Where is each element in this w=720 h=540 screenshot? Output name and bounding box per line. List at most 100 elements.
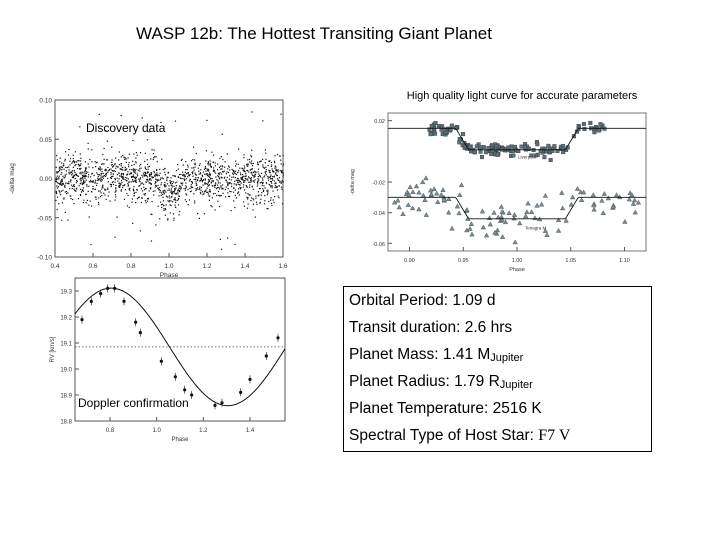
data-point [252, 162, 255, 165]
data-point [169, 189, 171, 191]
liverpool-point [546, 143, 551, 148]
y-tick-label: 19.0 [60, 368, 72, 374]
data-point [179, 185, 181, 187]
tenagra-point [581, 189, 587, 195]
data-point [77, 198, 80, 200]
data-point [183, 188, 185, 190]
data-point [203, 168, 206, 170]
rv-point [122, 299, 126, 303]
rv-point [99, 292, 103, 296]
data-point [141, 197, 143, 200]
data-point [103, 163, 105, 165]
rv-point [264, 354, 268, 358]
data-point [154, 190, 156, 192]
data-point [141, 182, 143, 184]
data-point [63, 198, 65, 200]
data-point [120, 176, 123, 178]
data-point [184, 178, 186, 181]
tenagra-point [446, 196, 452, 201]
data-point [124, 184, 126, 186]
data-point [148, 131, 150, 133]
data-point [280, 163, 282, 165]
data-point [255, 195, 257, 197]
data-point [162, 191, 164, 193]
tenagra-point [428, 187, 434, 193]
data-point [127, 157, 129, 159]
rv-axes: 0.8 1.0 1.2 1.419.319.219.119.018.918.8Phas… [50, 290, 255, 444]
data-point [219, 205, 221, 208]
data-point [176, 181, 178, 183]
data-point [98, 168, 101, 170]
data-point [181, 184, 183, 186]
data-point [268, 171, 270, 173]
data-point [275, 170, 278, 172]
data-point [269, 172, 271, 174]
data-point [162, 178, 164, 180]
data-point [260, 181, 263, 183]
data-point [234, 176, 236, 179]
data-point [120, 175, 122, 178]
data-point [141, 196, 143, 199]
data-point [90, 244, 92, 246]
x-tick-label: 1.0 [164, 263, 173, 270]
data-point [164, 190, 166, 192]
data-point [169, 200, 171, 202]
data-point [160, 204, 163, 206]
data-point [103, 192, 105, 194]
data-point [253, 199, 255, 201]
data-point [71, 187, 73, 190]
data-point [214, 209, 216, 211]
data-point [226, 181, 228, 183]
x-tick-label: 1.4 [240, 263, 249, 270]
data-point [134, 177, 136, 179]
data-point [147, 171, 149, 173]
tenagra-point [542, 192, 549, 198]
data-point [78, 185, 80, 187]
data-point [143, 171, 145, 174]
data-point [209, 190, 211, 192]
data-point [136, 189, 138, 191]
data-point [248, 181, 250, 183]
data-point [218, 195, 221, 197]
data-point [278, 197, 280, 199]
data-point [160, 201, 162, 203]
data-point [88, 216, 90, 218]
data-point [79, 183, 81, 185]
data-point [61, 184, 63, 186]
tenagra-point [423, 175, 429, 181]
data-point [192, 146, 195, 148]
liverpool-point [489, 151, 494, 156]
data-point [118, 159, 120, 161]
lightcurve-axes: 0.90 0.95 1.00 1.05 1.100.02-0.02-0.04-0.06P… [350, 119, 630, 273]
data-point [114, 181, 116, 183]
planet-mass: Planet Mass: 1.41 MJupiter [349, 341, 651, 368]
data-point [139, 178, 141, 180]
data-point [151, 149, 153, 151]
data-point [86, 185, 88, 187]
data-point [130, 176, 133, 179]
data-point [102, 187, 104, 189]
data-point [89, 179, 92, 181]
data-point [221, 188, 223, 190]
data-point [219, 238, 221, 241]
tenagra-point [525, 200, 531, 206]
data-point [240, 178, 242, 180]
data-point [164, 167, 166, 170]
data-point [104, 189, 106, 191]
data-point [111, 159, 113, 161]
data-point [199, 172, 201, 174]
data-point [272, 179, 274, 181]
data-point [272, 190, 274, 192]
tenagra-point [635, 199, 642, 205]
data-point [251, 185, 253, 187]
data-point [250, 168, 252, 171]
tenagra-point [396, 204, 402, 210]
data-point [85, 171, 87, 173]
data-point [270, 174, 272, 176]
data-point [100, 175, 102, 177]
data-point [85, 175, 87, 177]
data-point [259, 187, 261, 190]
data-point [202, 179, 204, 182]
data-point [206, 168, 208, 170]
data-point [78, 165, 80, 167]
